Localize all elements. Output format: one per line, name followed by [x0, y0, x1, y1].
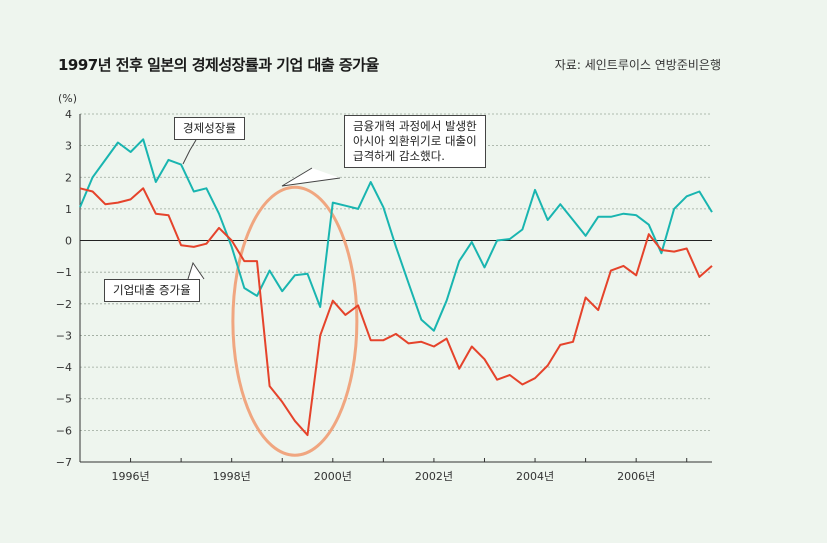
series-line-loan [79, 187, 713, 437]
chart-title: 1997년 전후 일본의 경제성장률과 기업 대출 증가율 [58, 56, 379, 74]
callout-note: 금융개혁 과정에서 발생한 아시아 외환위기로 대출이 급격하게 감소했다. [344, 115, 486, 168]
callout-growth: 경제성장률 [174, 117, 245, 140]
callout-note-line-1: 금융개혁 과정에서 발생한 [353, 119, 477, 133]
y-tick-label: −7 [56, 456, 72, 469]
source-note: 자료: 세인트루이스 연방준비은행 [554, 58, 721, 72]
y-tick-label: −4 [56, 361, 72, 374]
y-tick-label: 2 [65, 171, 72, 184]
callout-note-line-3: 급격하게 감소했다. [353, 149, 445, 163]
callout-growth-pointer [182, 139, 197, 165]
y-tick-label: 0 [65, 235, 72, 248]
x-tick-label: 2004년 [516, 470, 554, 483]
callout-loan-label: 기업대출 증가율 [113, 283, 191, 297]
series-line-growth [79, 138, 713, 332]
x-tick-label: 1996년 [111, 470, 149, 483]
y-axis-unit: (%) [58, 92, 78, 105]
callout-note-line-2: 아시아 외환위기로 대출이 [353, 134, 477, 148]
y-tick-label: 3 [65, 140, 72, 153]
x-tick-label: 1998년 [213, 470, 251, 483]
x-tick-label: 2000년 [314, 470, 352, 483]
y-tick-label: −6 [56, 424, 72, 437]
x-tick-label: 2002년 [415, 470, 453, 483]
y-tick-label: −3 [56, 329, 72, 342]
callout-note-pointer [281, 167, 341, 187]
x-tick-label: 2006년 [617, 470, 655, 483]
callout-loan-pointer [187, 261, 205, 280]
y-tick-label: −5 [56, 393, 72, 406]
callout-loan: 기업대출 증가율 [104, 279, 200, 302]
y-tick-label: 1 [65, 203, 72, 216]
y-tick-label: 4 [65, 108, 72, 121]
y-tick-label: −1 [56, 266, 72, 279]
highlight-ellipse [231, 185, 359, 457]
y-tick-label: −2 [56, 298, 72, 311]
callout-growth-label: 경제성장률 [183, 121, 236, 135]
